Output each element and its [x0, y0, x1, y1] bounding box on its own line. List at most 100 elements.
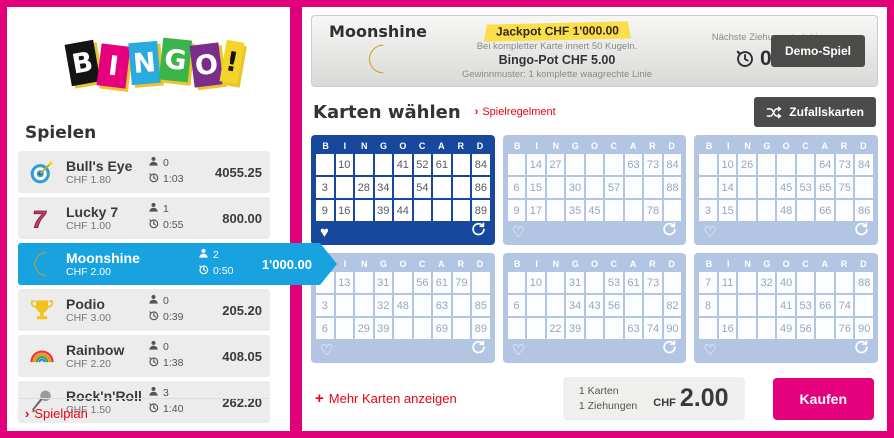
person-icon [198, 248, 209, 264]
bingo-cell [757, 200, 776, 221]
draw-timer: 1:38 [163, 357, 184, 369]
game-list: Bull's Eye CHF 1.80 0 1:03 4055.25 7 Lucky 7 CH… [18, 151, 337, 423]
sidebar-game-rainbow[interactable]: Rainbow CHF 2.20 0 1:38 408.05 [18, 335, 270, 377]
cards-section-header: Karten wählen › Spielregelment Zufallskar… [313, 97, 876, 127]
bingo-cell [452, 318, 471, 339]
bingo-cell: 53 [796, 295, 815, 316]
bingo-card-3[interactable]: B I N G O C A R D 10 26 64 73 84 14 45 53 65 75 3 15 48 66 86 ♡ [694, 135, 878, 245]
jackpot-condition: Bei kompletter Karte innert 50 Kugeln. [476, 41, 638, 53]
game-title: Moonshine [329, 21, 427, 41]
bingo-cell [738, 295, 756, 316]
bingo-cell: 15 [718, 200, 737, 221]
bingo-cell: 89 [472, 200, 490, 221]
game-price: CHF 1.00 [66, 220, 111, 233]
game-price: CHF 3.00 [66, 312, 111, 325]
clock-icon [198, 264, 209, 280]
sidebar-game-rock-n-roll[interactable]: Rock'n'Roll CHF 1.50 3 1:40 262.20 [18, 381, 270, 423]
bingo-cell [335, 318, 354, 339]
refresh-card-icon[interactable] [662, 222, 677, 242]
bingo-cell [355, 272, 373, 293]
bingo-cell [757, 154, 776, 175]
bingo-cell: 39 [374, 318, 393, 339]
bingo-cell [413, 318, 432, 339]
bingo-cell [835, 200, 854, 221]
spielplan-link[interactable]: › Spielplan [25, 406, 88, 421]
favorite-icon[interactable]: ♡ [511, 341, 526, 359]
bingo-cell [757, 295, 776, 316]
game-jackpot: 205.20 [222, 302, 262, 318]
bingo-cell [644, 177, 662, 198]
bingo-cell [796, 154, 815, 175]
favorite-icon[interactable]: ♥ [320, 223, 329, 241]
bingo-cell: 88 [663, 177, 682, 198]
game-header-info: Jackpot CHF 1'000.00 Bei kompletter Kart… [438, 21, 676, 80]
bingo-cell [433, 200, 451, 221]
sidebar-game-moonshine[interactable]: Moonshine CHF 2.00 2 0:50 1'000.00 [18, 243, 337, 285]
bingo-cell [527, 318, 545, 339]
bingo-cell: 53 [796, 177, 815, 198]
favorite-icon[interactable]: ♡ [511, 223, 526, 241]
bingo-cell [394, 318, 412, 339]
refresh-card-icon[interactable] [471, 340, 486, 360]
bingo-cell [699, 177, 717, 198]
bingo-cell: 90 [855, 318, 873, 339]
bingo-cell: 61 [624, 272, 643, 293]
bingo-cell [507, 318, 526, 339]
logo-letter-b: B [64, 39, 100, 87]
demo-game-button[interactable]: Demo-Spiel [770, 35, 865, 67]
bingo-cell: 52 [413, 154, 432, 175]
game-name: Podio [66, 295, 105, 312]
bingo-cell [452, 295, 471, 316]
bingo-cell [452, 154, 471, 175]
refresh-card-icon[interactable] [854, 340, 869, 360]
game-price: CHF 1.50 [66, 404, 111, 417]
favorite-icon[interactable]: ♡ [703, 341, 717, 359]
rules-link[interactable]: › Spielregelment [474, 106, 556, 118]
refresh-card-icon[interactable] [854, 222, 869, 242]
bingo-cell [585, 272, 604, 293]
person-icon [148, 294, 159, 310]
buy-button[interactable]: Kaufen [772, 377, 874, 420]
bingo-cell: 41 [394, 154, 412, 175]
bingo-cell: 48 [777, 200, 795, 221]
more-cards-link[interactable]: + Mehr Karten anzeigen [315, 390, 457, 407]
bingo-cell: 6 [507, 177, 526, 198]
favorite-icon[interactable]: ♡ [320, 341, 334, 359]
sidebar-game-podio[interactable]: Podio CHF 3.00 0 0:39 205.20 [18, 289, 270, 331]
sidebar-game-lucky-7[interactable]: 7 Lucky 7 CHF 1.00 1 0:55 800.00 [18, 197, 270, 239]
cards-count: 1 Karten [578, 385, 619, 398]
bingo-cell: 32 [374, 295, 393, 316]
bingo-cell [472, 272, 490, 293]
bingo-cell: 56 [605, 295, 623, 316]
bingo-card-2[interactable]: B I N G O C A R D 14 27 63 73 84 6 15 30 57 88 9 17 35 45 78 ♡ [502, 135, 687, 245]
price-summary: 1 Karten 1 Ziehungen CHF 2.00 [562, 377, 745, 420]
bingo-cell: 27 [546, 154, 565, 175]
bingo-card-5[interactable]: B I N G O C A R D 10 31 53 61 73 6 34 43 56 82 22 39 63 74 90 ♡ [502, 253, 687, 363]
game-name: Bull's Eye [66, 157, 133, 174]
refresh-card-icon[interactable] [471, 222, 486, 242]
bingo-card-1[interactable]: B I N G O C A R D 10 41 52 61 84 3 28 34 54 86 9 16 39 44 89 ♥ [311, 135, 495, 245]
bingo-cell: 14 [527, 154, 545, 175]
section-title: Karten wählen [313, 101, 461, 123]
favorite-icon[interactable]: ♡ [703, 223, 717, 241]
plus-icon: + [315, 390, 324, 407]
bingo-card-6[interactable]: B I N G O C A R D 7 11 32 40 88 8 41 53 66 74 16 49 56 76 90 ♡ [694, 253, 878, 363]
sidebar-game-bull-s-eye[interactable]: Bull's Eye CHF 1.80 0 1:03 4055.25 [18, 151, 270, 193]
bingo-cell: 88 [855, 272, 873, 293]
bingo-cell [605, 318, 623, 339]
bingo-cell: 40 [777, 272, 795, 293]
bingo-cell [796, 272, 815, 293]
random-cards-button[interactable]: Zufallskarten [754, 97, 876, 127]
refresh-card-icon[interactable] [662, 340, 677, 360]
lucky7-icon: 7 [26, 203, 58, 233]
bingo-cell: 86 [472, 177, 490, 198]
sidebar-footer: › Spielplan [18, 398, 270, 431]
bingo-cell: 74 [835, 295, 854, 316]
bingo-cell [546, 200, 565, 221]
bingo-cell: 63 [624, 154, 643, 175]
bingo-pot: Bingo-Pot CHF 5.00 [498, 53, 616, 68]
